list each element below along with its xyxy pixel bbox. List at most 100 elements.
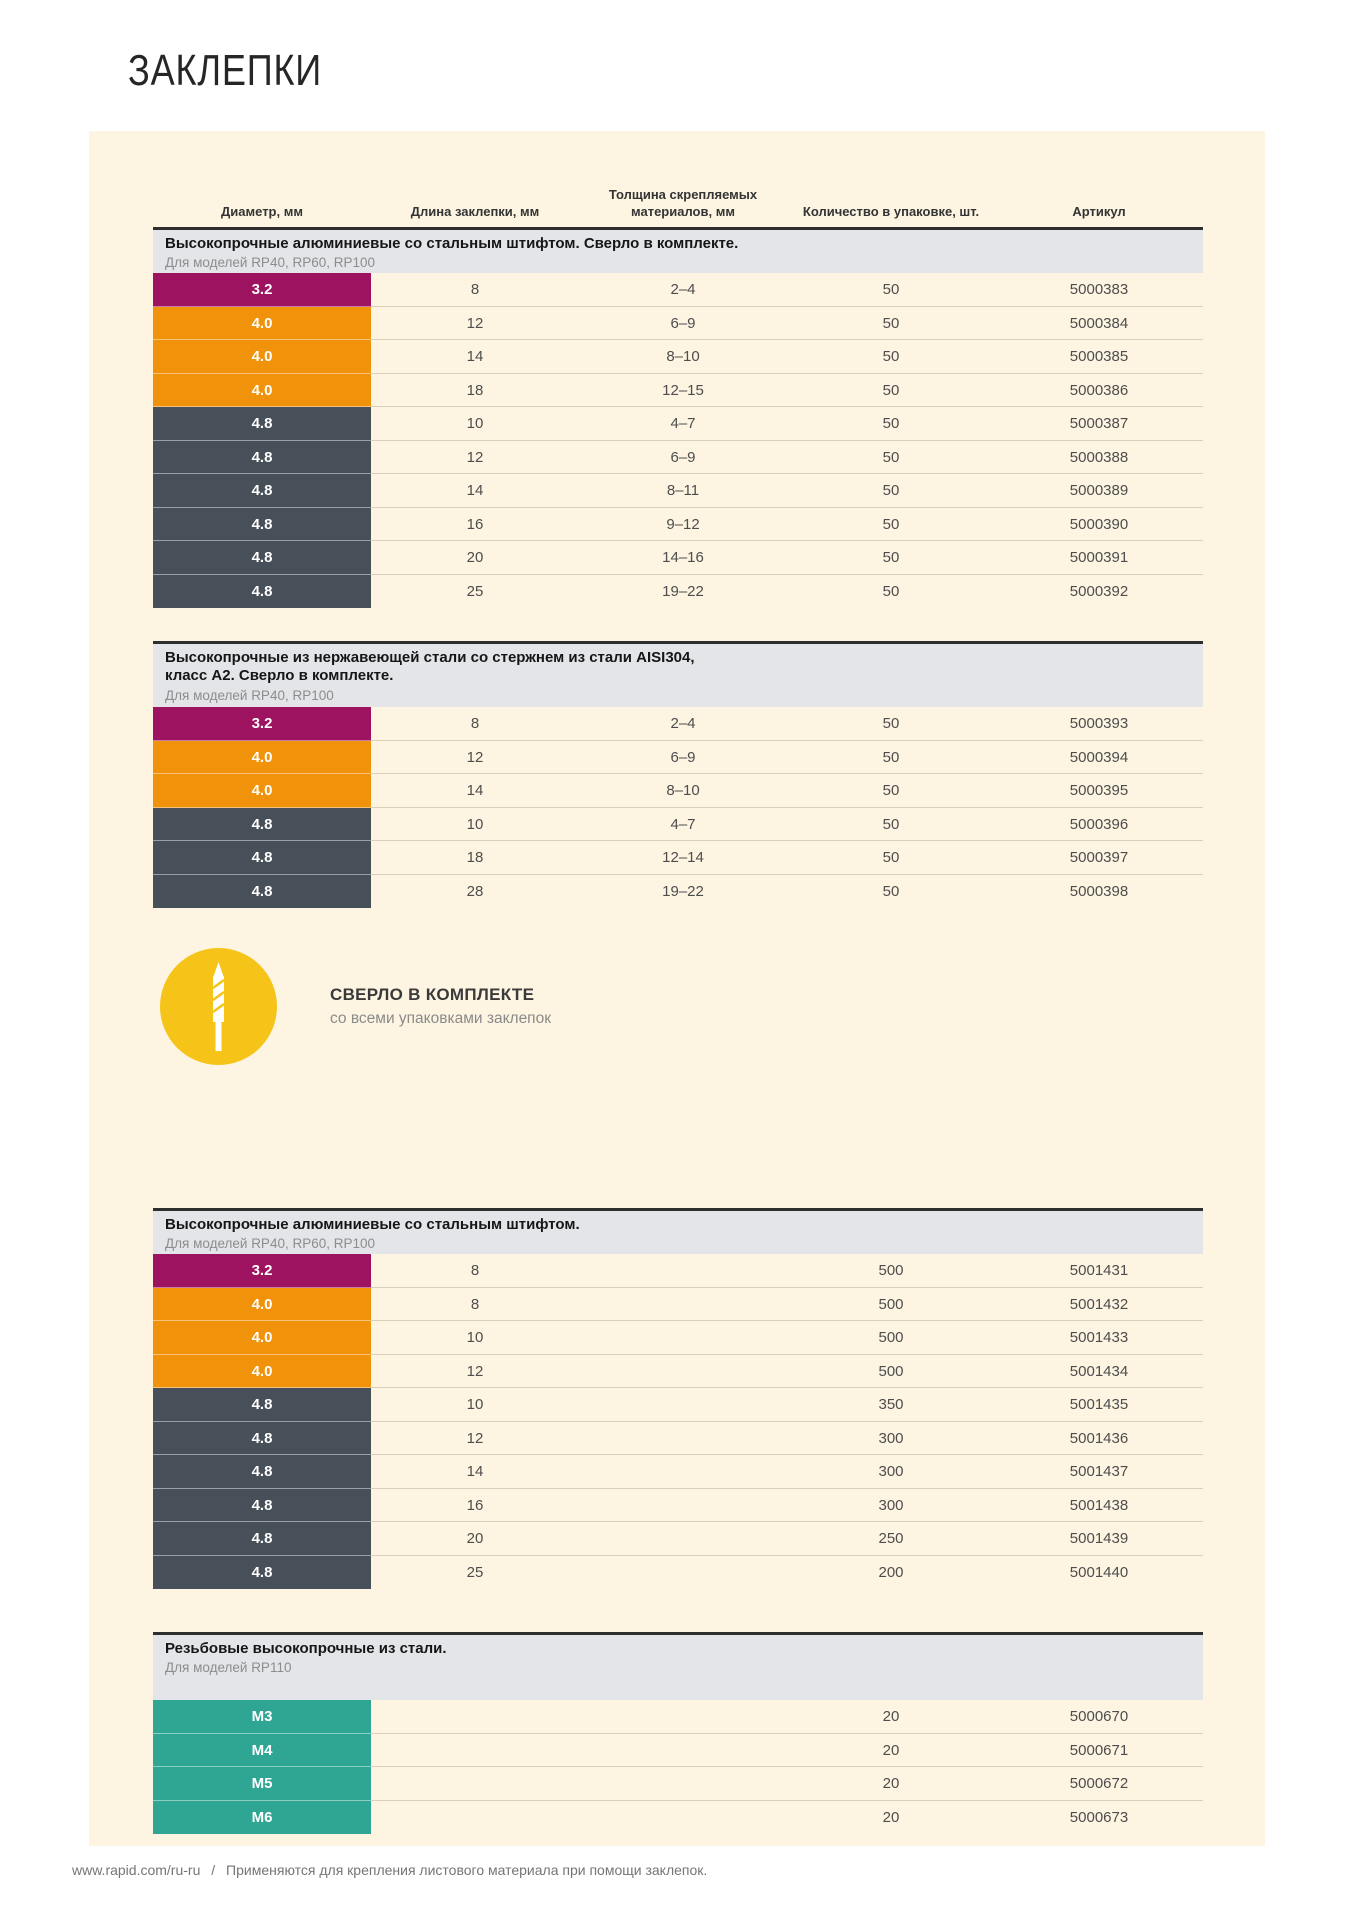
- length-cell: 14: [371, 340, 579, 374]
- table-row: 4.0 10 500 5001433: [153, 1321, 1203, 1355]
- length-cell: 14: [371, 774, 579, 808]
- badge-label: СВЕРЛО В КОМПЛЕКТЕ: [330, 985, 535, 1004]
- thickness-cell: 8–11: [579, 474, 787, 508]
- quantity-cell: 50: [787, 808, 995, 841]
- quantity-cell: 50: [787, 273, 995, 307]
- diameter-cell: 4.0: [153, 774, 371, 808]
- table-row: 4.8 10 350 5001435: [153, 1388, 1203, 1422]
- article-cell: 5000387: [995, 407, 1203, 441]
- length-cell: 10: [371, 407, 579, 441]
- quantity-cell: 50: [787, 340, 995, 374]
- article-cell: 5000670: [995, 1700, 1203, 1734]
- quantity-cell: 350: [787, 1388, 995, 1422]
- diameter-cell: 4.8: [153, 1388, 371, 1422]
- thickness-cell: [579, 1254, 787, 1288]
- quantity-cell: 50: [787, 508, 995, 541]
- quantity-cell: 50: [787, 374, 995, 407]
- quantity-cell: 50: [787, 741, 995, 774]
- table-row: 4.8 12 300 5001436: [153, 1421, 1203, 1455]
- page-footer: www.rapid.com/ru-ru / Применяются для кр…: [72, 1862, 707, 1878]
- thickness-cell: [579, 1355, 787, 1388]
- article-cell: 5001438: [995, 1489, 1203, 1522]
- table-row: 4.8 28 19–22 50 5000398: [153, 874, 1203, 908]
- article-cell: 5001431: [995, 1254, 1203, 1288]
- quantity-cell: 300: [787, 1455, 995, 1489]
- quantity-cell: 50: [787, 541, 995, 575]
- article-cell: 5000388: [995, 441, 1203, 474]
- article-cell: 5000673: [1069, 1808, 1129, 1826]
- length-cell: 10: [371, 1321, 579, 1355]
- quantity-cell: 20: [787, 1700, 995, 1734]
- table-row: 3.2 8 500 5001431: [153, 1254, 1203, 1288]
- article-cell: 5001439: [995, 1522, 1203, 1556]
- quantity-cell: 20: [787, 1767, 995, 1801]
- footer-separator: /: [211, 1862, 216, 1878]
- section-header: Высокопрочные из нержавеющей стали со ст…: [153, 641, 1203, 707]
- table-row: 4.8 10 4–7 50 5000396: [153, 807, 1203, 841]
- article-cell: 5000395: [995, 774, 1203, 808]
- diameter-cell: 4.8: [153, 807, 371, 841]
- quantity-cell: 300: [787, 1422, 995, 1455]
- table-row: 3.2 8 2–4 50 5000393: [153, 707, 1203, 741]
- diameter-cell: 4.0: [153, 1287, 371, 1321]
- thickness-cell: 4–7: [579, 407, 787, 441]
- length-cell: 12: [371, 1355, 579, 1388]
- quantity-cell: 20: [882, 1808, 900, 1826]
- thickness-cell: [579, 1422, 787, 1455]
- footer-url[interactable]: www.rapid.com/ru-ru: [72, 1862, 201, 1878]
- diameter-cell: 4.8: [153, 574, 371, 608]
- thickness-cell: 6–9: [579, 741, 787, 774]
- table-row: 4.0 18 12–15 50 5000386: [153, 373, 1203, 407]
- diameter-cell: 3.2: [153, 707, 371, 741]
- table-row: M6 20 5000673: [153, 1800, 1203, 1834]
- table-row: 4.8 14 8–11 50 5000389: [153, 474, 1203, 508]
- section-subtitle: Для моделей RP110: [165, 1660, 292, 1676]
- thickness-cell: 8–10: [579, 340, 787, 374]
- length-cell: 12: [371, 307, 579, 340]
- article-cell: 5000386: [995, 374, 1203, 407]
- thickness-cell: 8–10: [579, 774, 787, 808]
- thickness-cell: 12–14: [579, 841, 787, 875]
- column-header-quantity: Количество в упаковке, шт.: [802, 204, 980, 220]
- length-cell: 16: [371, 508, 579, 541]
- column-header-length: Длина заклепки, мм: [410, 204, 540, 220]
- quantity-cell: 500: [787, 1288, 995, 1321]
- section-header: Высокопрочные алюминиевые со стальным шт…: [153, 1208, 1203, 1254]
- length-cell: 28: [466, 882, 484, 900]
- thickness-cell: 14–16: [579, 541, 787, 575]
- length-cell: [371, 1734, 579, 1767]
- quantity-cell: 50: [787, 841, 995, 875]
- table-row: 4.8 12 6–9 50 5000388: [153, 440, 1203, 474]
- catalog-panel: Диаметр, мм Длина заклепки, мм Толщина с…: [89, 131, 1265, 1846]
- article-cell: 5000384: [995, 307, 1203, 340]
- section-rows: 3.2 8 500 5001431 4.0 8 500 5001432 4.0 10 500 5001…: [153, 1254, 1203, 1589]
- thickness-cell: 6–9: [579, 441, 787, 474]
- article-cell: 5000394: [995, 741, 1203, 774]
- thickness-cell: [579, 1522, 787, 1556]
- diameter-cell: 4.8: [153, 874, 371, 908]
- table-row: 4.0 8 500 5001432: [153, 1287, 1203, 1321]
- length-cell: 8: [371, 707, 579, 741]
- section-rows: 3.2 8 2–4 50 5000393 4.0 12 6–9 50 5000394 4.0 14 8–…: [153, 707, 1203, 908]
- thickness-cell: 4–7: [579, 808, 787, 841]
- table-row: M5 20 5000672: [153, 1767, 1203, 1801]
- page-title: ЗАКЛЕПКИ: [128, 46, 323, 95]
- table-row: 4.8 10 4–7 50 5000387: [153, 407, 1203, 441]
- thickness-cell: [579, 1321, 787, 1355]
- table-column-headers: Диаметр, мм Длина заклепки, мм Толщина с…: [153, 131, 1203, 229]
- table-row: 4.8 16 9–12 50 5000390: [153, 507, 1203, 541]
- article-cell: 5000391: [995, 541, 1203, 575]
- length-cell: 18: [371, 841, 579, 875]
- section-title-line: Высокопрочные алюминиевые со стальным шт…: [165, 235, 739, 252]
- column-header-article: Артикул: [1072, 204, 1126, 220]
- article-cell: 5000397: [995, 841, 1203, 875]
- diameter-cell: M4: [153, 1733, 371, 1767]
- quantity-cell: 50: [882, 882, 900, 900]
- length-cell: 25: [466, 582, 484, 600]
- thickness-cell: 2–4: [579, 273, 787, 307]
- diameter-cell: 4.8: [153, 407, 371, 441]
- quantity-cell: 500: [787, 1321, 995, 1355]
- table-section-2: Высокопрочные из нержавеющей стали со ст…: [153, 641, 1203, 908]
- length-cell: 10: [371, 1388, 579, 1422]
- badge-sublabel: со всеми упаковками заклепок: [330, 1010, 551, 1027]
